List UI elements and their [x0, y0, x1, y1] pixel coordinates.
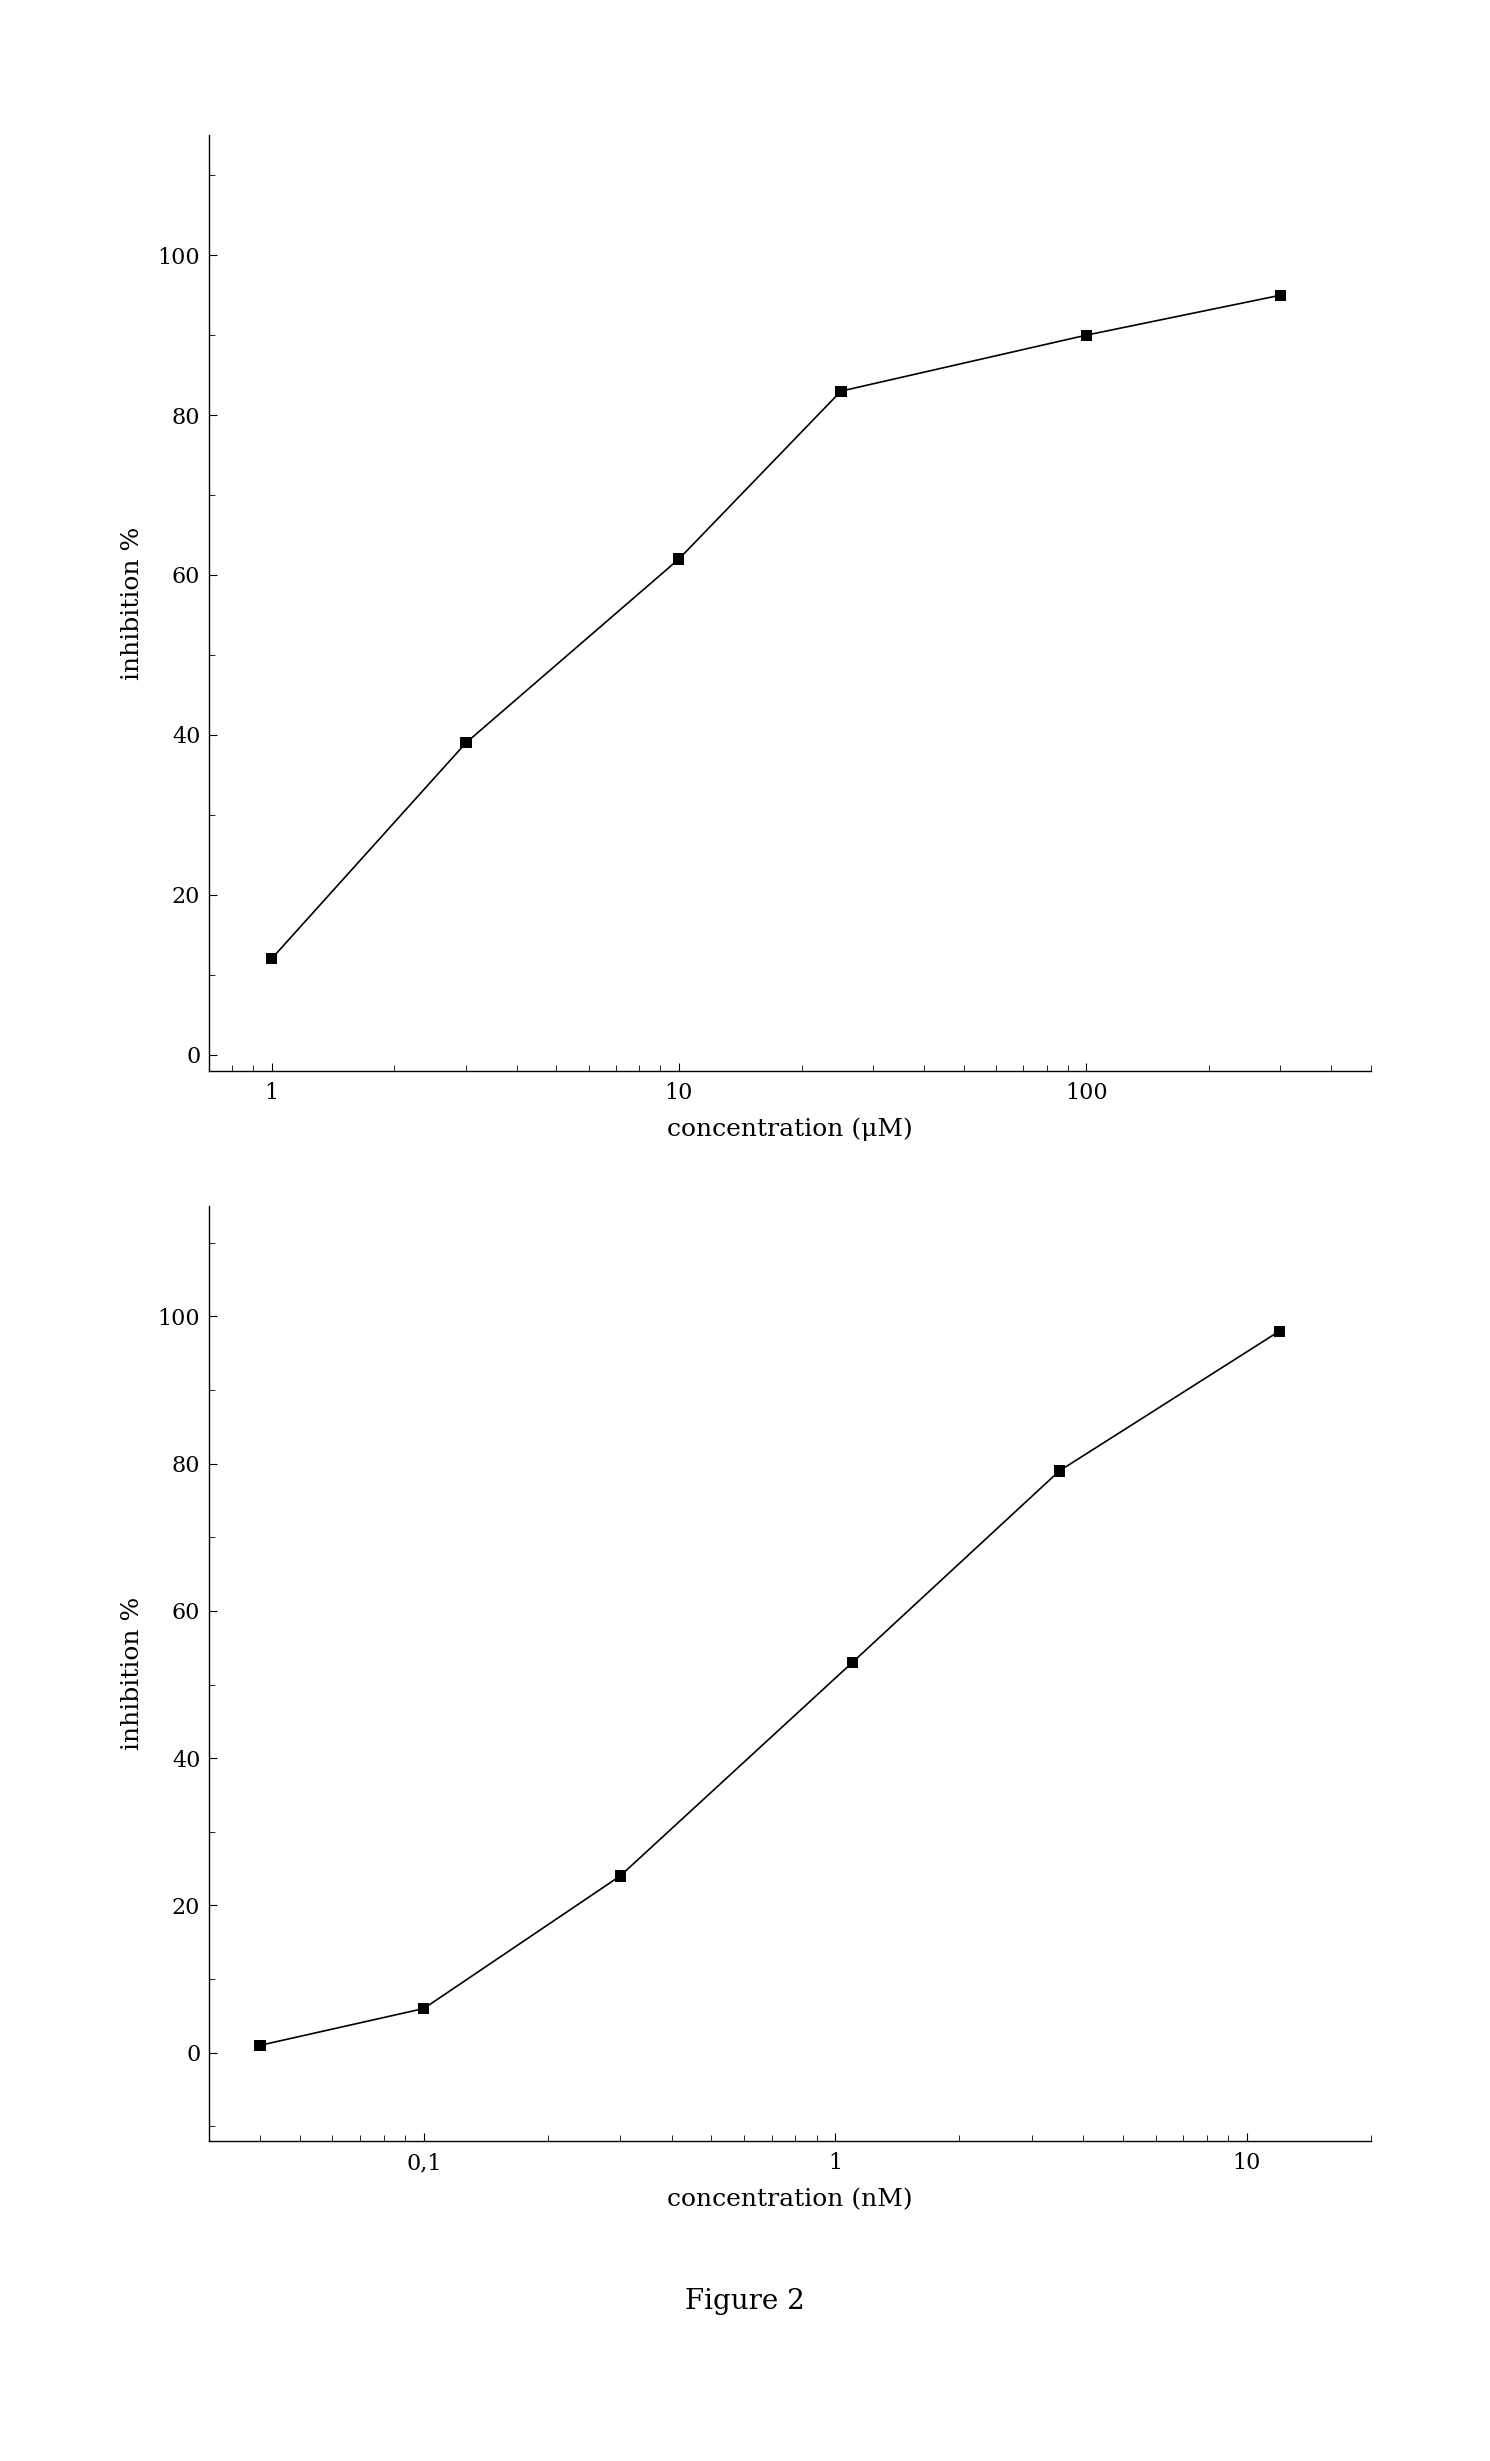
Point: [1268, 1312, 1292, 1351]
X-axis label: concentration (μM): concentration (μM): [668, 1117, 912, 1142]
Point: [1047, 1452, 1071, 1491]
Point: [840, 1644, 864, 1683]
Y-axis label: inhibition %: inhibition %: [121, 1597, 143, 1750]
Point: [249, 2025, 273, 2065]
Point: [668, 539, 691, 578]
Point: [1268, 276, 1292, 315]
Point: [454, 724, 478, 763]
Point: [1074, 315, 1098, 354]
Text: Figure 2: Figure 2: [685, 2289, 805, 2313]
Point: [828, 372, 852, 411]
X-axis label: concentration (nM): concentration (nM): [668, 2188, 912, 2210]
Point: [259, 940, 283, 979]
Point: [411, 1988, 435, 2028]
Point: [608, 1856, 632, 1895]
Y-axis label: inhibition %: inhibition %: [121, 527, 143, 679]
